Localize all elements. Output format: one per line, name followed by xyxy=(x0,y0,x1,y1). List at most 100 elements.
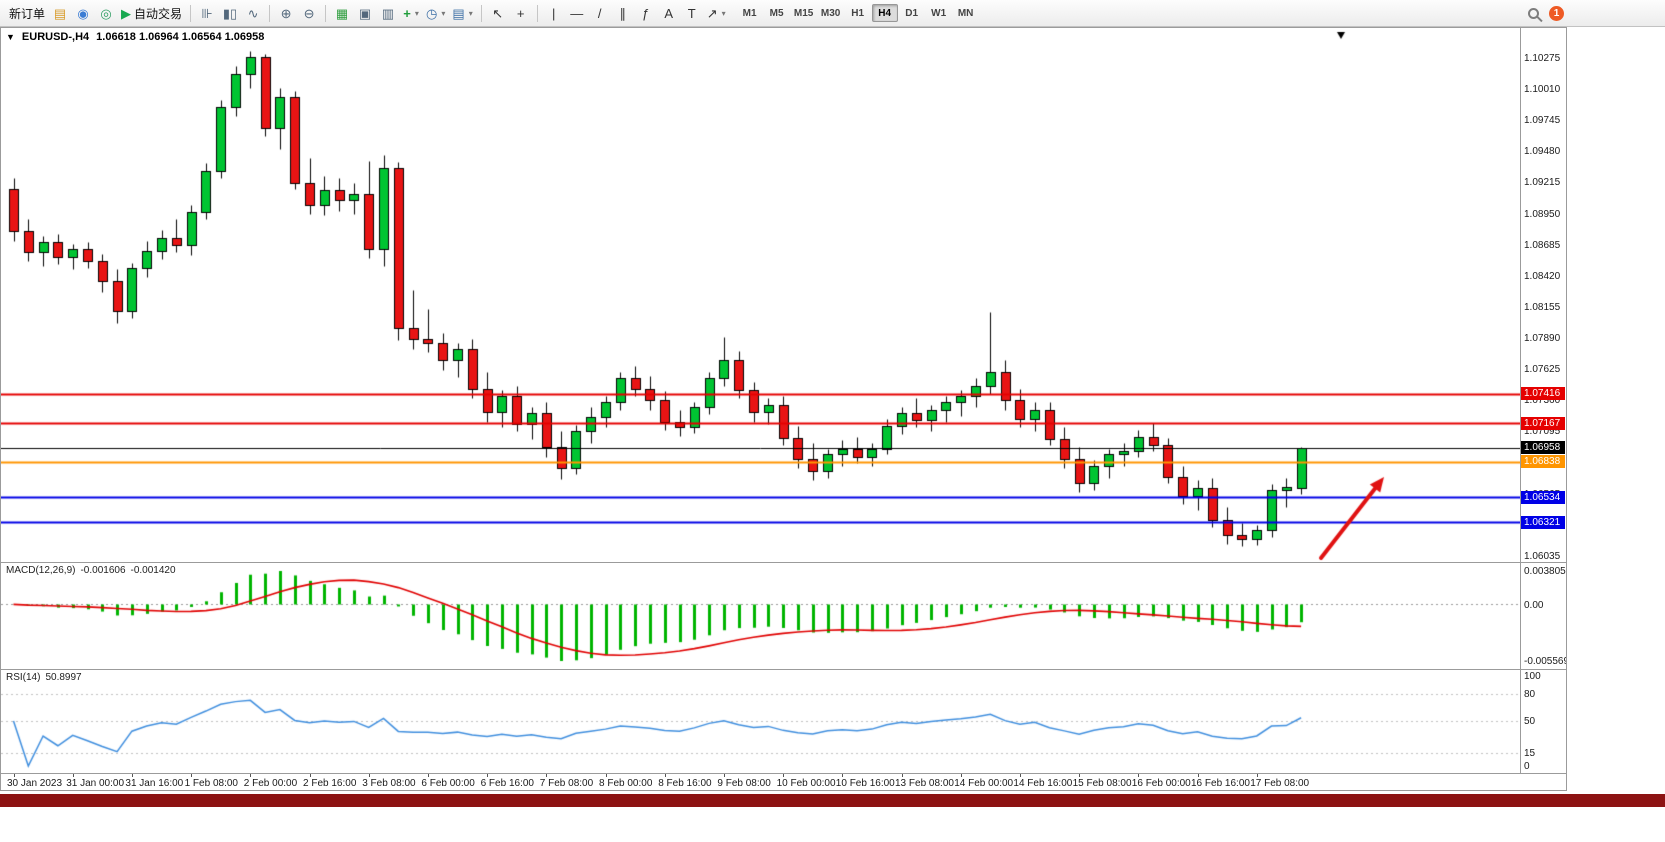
timeframe-d1[interactable]: D1 xyxy=(905,7,919,19)
rsi-indicator-canvas[interactable] xyxy=(1,670,1520,772)
chart-window: 1.10275 1.10010 1.09745 1.09480 1.09215 1.089… xyxy=(0,27,1567,791)
text-tool-icon[interactable]: A xyxy=(658,3,680,23)
candlestick-chart-icon[interactable]: ▮▯ xyxy=(219,3,241,23)
price-axis-tick: 1.09480 xyxy=(1524,146,1561,158)
time-axis-label: 15 Feb 08:00 xyxy=(1072,778,1132,789)
timeframe-w1[interactable]: W1 xyxy=(931,7,947,19)
bar-chart-icon[interactable]: ⊪ xyxy=(196,3,218,23)
time-axis-tick xyxy=(191,774,192,777)
macd-indicator-canvas[interactable] xyxy=(1,563,1520,669)
periods-button[interactable]: ◷ ▾ xyxy=(423,3,448,23)
rsi-axis-label: 0 xyxy=(1524,761,1530,772)
community-icon[interactable]: ▤ xyxy=(49,3,71,23)
cursor-icon[interactable]: ↖ xyxy=(487,3,509,23)
horizontal-line-icon: ― xyxy=(570,5,584,21)
time-axis-label: 8 Feb 00:00 xyxy=(599,778,653,789)
time-axis-tick xyxy=(1020,774,1021,777)
horizontal-line-icon[interactable]: ― xyxy=(566,3,588,23)
rsi-axis-label: 50 xyxy=(1524,716,1536,727)
new-chart-button[interactable]: + ▾ xyxy=(400,3,422,23)
dropdown-caret-icon: ▾ xyxy=(721,8,726,18)
templates-button[interactable]: ▤ ▾ xyxy=(449,3,475,23)
macd-axis-label: -0.005569 xyxy=(1524,656,1566,667)
fibonacci-icon: ƒ xyxy=(642,5,650,21)
search-icon[interactable] xyxy=(1528,7,1539,19)
price-level-badge: 1.07416 xyxy=(1521,387,1565,401)
rsi-panel: 100 80 50 15 0 RSI(14) 50.8997 xyxy=(1,670,1566,773)
candlestick-chart-icon: ▮▯ xyxy=(222,5,238,21)
toolbar-separator xyxy=(325,4,327,22)
signals-icon[interactable]: ◎ xyxy=(95,3,117,23)
new-order-button-label: 新订单 xyxy=(9,6,46,21)
time-axis-label: 10 Feb 00:00 xyxy=(776,778,836,789)
price-axis-tick: 1.09215 xyxy=(1524,177,1561,189)
chart-title: ▼ EURUSD-,H4 1.06618 1.06964 1.06564 1.0… xyxy=(6,31,264,43)
fibonacci-icon[interactable]: ƒ xyxy=(635,3,657,23)
channel-icon[interactable]: ∥ xyxy=(612,3,634,23)
zoom-out-icon: ⊖ xyxy=(303,5,315,21)
time-axis-label: 14 Feb 16:00 xyxy=(1013,778,1073,789)
crosshair-icon[interactable]: + xyxy=(510,3,532,23)
zoom-out-icon[interactable]: ⊖ xyxy=(298,3,320,23)
macd-axis-label: 0.00 xyxy=(1524,599,1544,611)
timeframe-toolbar: M1 M5 M15 M30 H1 H4 D1 W1 MN xyxy=(737,4,979,22)
market-icon[interactable]: ◉ xyxy=(72,3,94,23)
community-icon: ▤ xyxy=(53,5,67,21)
main-toolbar: 新订单 ▤ ◉ ◎ ▶ 自动交易 ⊪ ▮▯ ∿ ⊕ ⊖ ▦ ▣ ▥ + ▾ ◷ ▾ ▤ ▾ ↖ + | ― / ∥ ƒ A T ↗ ▾ M1… xyxy=(0,0,1665,27)
cascade-windows-icon: ▣ xyxy=(358,5,372,21)
chart-collapse-icon[interactable]: ▼ xyxy=(6,32,15,42)
price-axis-tick: 1.08950 xyxy=(1524,208,1561,220)
dropdown-caret-icon: ▾ xyxy=(441,8,446,18)
time-axis-tick xyxy=(73,774,74,777)
label-tool-icon[interactable]: T xyxy=(681,3,703,23)
label-tool-icon: T xyxy=(687,5,696,21)
price-chart-canvas[interactable] xyxy=(1,28,1520,562)
time-axis-tick xyxy=(606,774,607,777)
timeframe-m5[interactable]: M5 xyxy=(769,7,784,19)
line-chart-icon[interactable]: ∿ xyxy=(242,3,264,23)
price-axis-tick: 1.07360 xyxy=(1524,395,1561,407)
vertical-line-icon[interactable]: | xyxy=(543,3,565,23)
price-axis-tick: 1.07625 xyxy=(1524,364,1561,376)
notification-badge[interactable]: 1 xyxy=(1549,5,1564,21)
time-axis-tick xyxy=(546,774,547,777)
price-axis-tick: 1.06035 xyxy=(1524,551,1561,562)
timeframe-h4[interactable]: H4 xyxy=(871,4,898,22)
toolbar-buttons: 新订单 ▤ ◉ ◎ ▶ 自动交易 ⊪ ▮▯ ∿ ⊕ ⊖ ▦ ▣ ▥ + ▾ ◷ ▾ ▤ ▾ ↖ + | ― / ∥ ƒ A T ↗ ▾ xyxy=(6,3,729,23)
cascade-windows-icon[interactable]: ▣ xyxy=(354,3,376,23)
timeframe-m1[interactable]: M1 xyxy=(742,7,757,19)
new-order-button[interactable]: 新订单 xyxy=(6,3,48,23)
timeframe-m15[interactable]: M15 xyxy=(793,7,814,19)
timeframe-m30[interactable]: M30 xyxy=(820,7,841,19)
dropdown-caret-icon: ▾ xyxy=(468,8,473,18)
timeframe-h1[interactable]: H1 xyxy=(851,7,865,19)
timeframe-mn[interactable]: MN xyxy=(957,7,974,19)
time-axis-label: 6 Feb 00:00 xyxy=(421,778,475,789)
vertical-line-icon: | xyxy=(552,5,556,21)
arrange-windows-icon[interactable]: ▥ xyxy=(377,3,399,23)
tile-windows-icon: ▦ xyxy=(335,5,349,21)
time-axis-label: 17 Feb 08:00 xyxy=(1250,778,1310,789)
time-axis-label: 14 Feb 00:00 xyxy=(954,778,1014,789)
rsi-axis-label: 80 xyxy=(1524,689,1536,700)
arrows-tool-button[interactable]: ↗ ▾ xyxy=(704,3,729,23)
macd-panel: 0.003805 0.00 -0.005569 MACD(12,26,9) -0.00… xyxy=(1,563,1566,670)
auto-trading-button[interactable]: ▶ 自动交易 xyxy=(118,3,185,23)
periods-icon: ◷ xyxy=(426,5,438,21)
text-tool-icon: A xyxy=(664,5,674,21)
price-level-badge: 1.07167 xyxy=(1521,416,1565,430)
zoom-in-icon[interactable]: ⊕ xyxy=(275,3,297,23)
price-axis-tick: 1.07890 xyxy=(1524,333,1561,345)
tile-windows-icon[interactable]: ▦ xyxy=(331,3,353,23)
time-axis-label: 13 Feb 08:00 xyxy=(895,778,954,789)
time-axis-tick xyxy=(310,774,311,777)
rsi-axis-label: 15 xyxy=(1524,747,1536,759)
price-axis-tick: 1.08685 xyxy=(1524,239,1561,251)
time-axis-label: 8 Feb 16:00 xyxy=(658,778,712,789)
time-axis-label: 2 Feb 16:00 xyxy=(303,778,357,789)
time-axis-tick xyxy=(1138,774,1139,777)
time-axis-label: 3 Feb 08:00 xyxy=(362,778,416,789)
time-axis-tick xyxy=(902,774,903,777)
trendline-icon[interactable]: / xyxy=(589,3,611,23)
